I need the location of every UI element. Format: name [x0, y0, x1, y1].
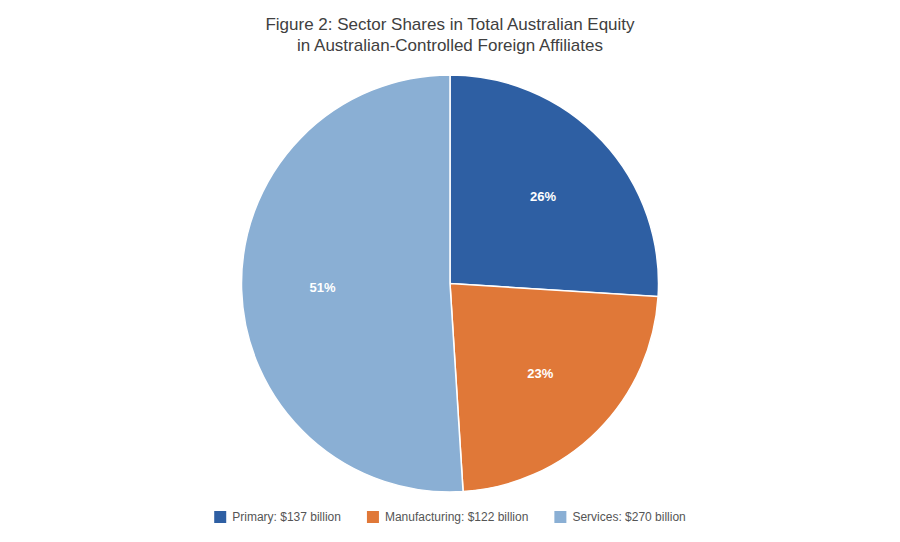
data-label: 23% — [527, 366, 553, 381]
slice — [450, 75, 659, 297]
pie — [242, 75, 659, 492]
legend: Primary: $137 billion Manufacturing: $122… — [214, 510, 686, 524]
title: Figure 2: Sector Shares in Total Austral… — [265, 15, 635, 55]
data-labels: 26% 23% 51% — [309, 189, 556, 382]
data-label: 26% — [530, 189, 556, 204]
slice — [242, 75, 464, 492]
legend-label: Services: $270 billion — [572, 510, 685, 524]
legend-swatch — [554, 511, 566, 523]
legend-label: Manufacturing: $122 billion — [385, 510, 528, 524]
legend-item: Primary: $137 billion — [214, 510, 341, 524]
legend-swatch — [367, 511, 379, 523]
data-label: 51% — [309, 280, 335, 295]
title-line: Figure 2: Sector Shares in Total Austral… — [265, 15, 635, 34]
legend-label: Primary: $137 billion — [232, 510, 341, 524]
legend-swatch — [214, 511, 226, 523]
slice — [450, 284, 658, 492]
title-line: in Australian-Controlled Foreign Affilia… — [297, 36, 603, 55]
chart: Figure 2: Sector Shares in Total Austral… — [0, 0, 900, 542]
legend-item: Manufacturing: $122 billion — [367, 510, 528, 524]
legend-item: Services: $270 billion — [554, 510, 685, 524]
